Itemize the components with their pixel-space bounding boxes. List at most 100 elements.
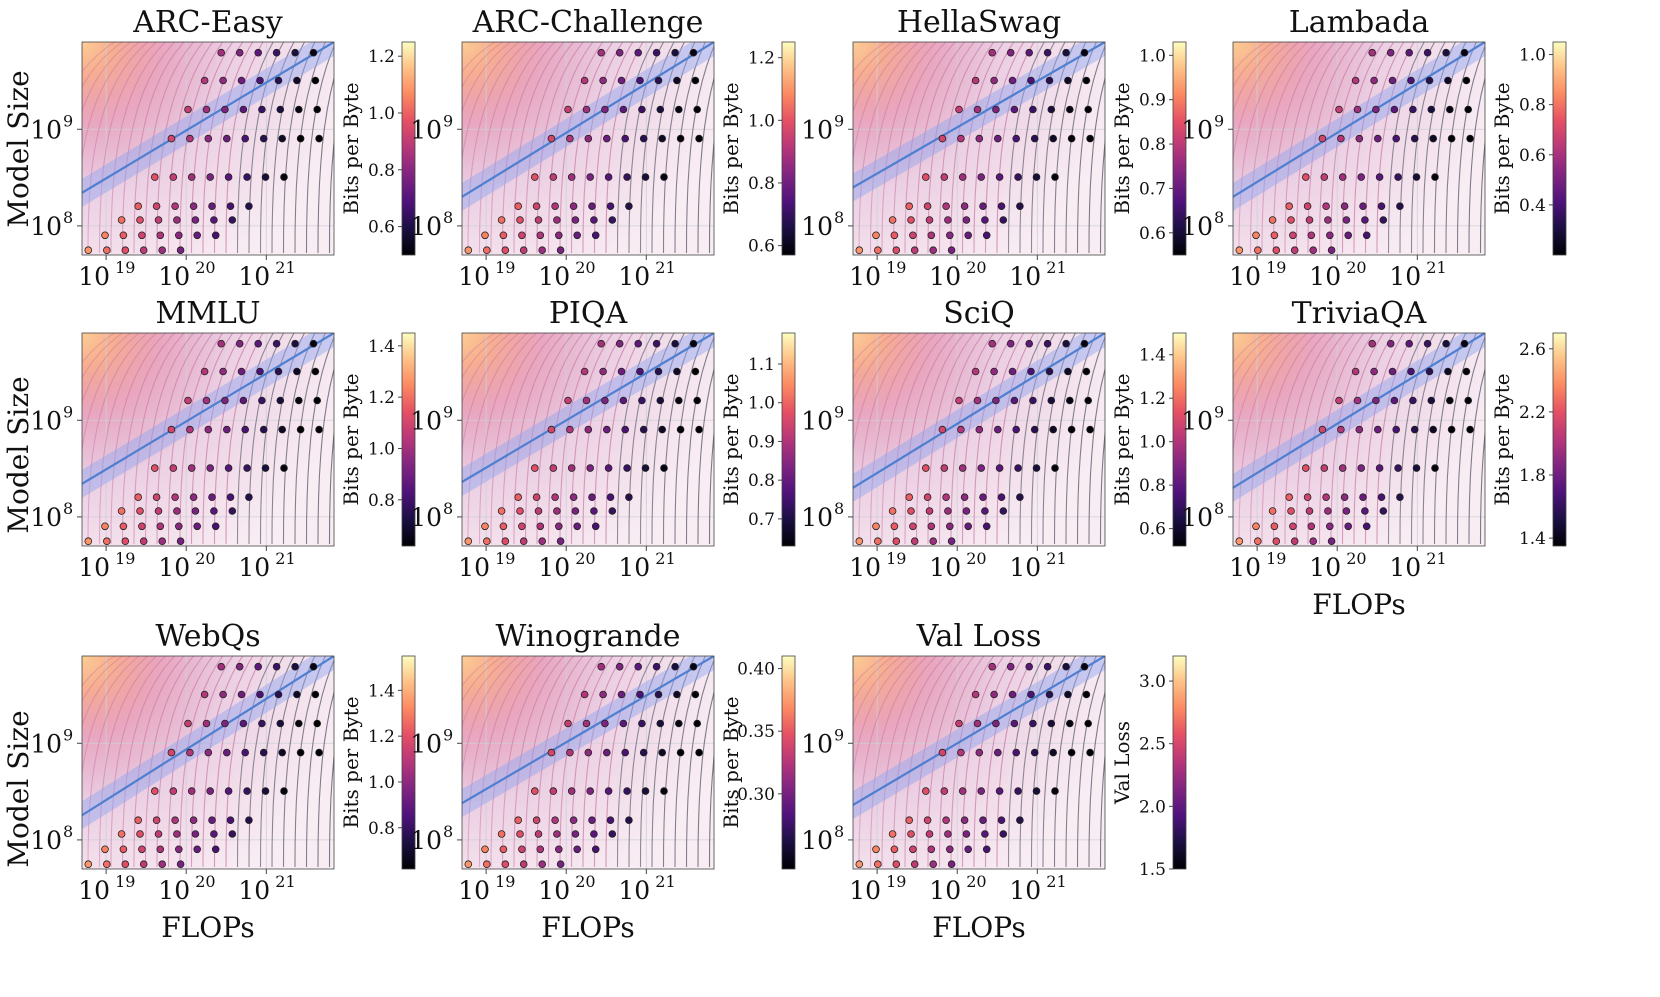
run-point bbox=[580, 690, 589, 699]
run-point bbox=[464, 246, 473, 255]
run-point bbox=[532, 202, 541, 211]
run-point bbox=[1303, 202, 1312, 211]
x-tick-label: 10 bbox=[1009, 876, 1041, 905]
run-point bbox=[1235, 537, 1244, 545]
run-point bbox=[580, 76, 589, 85]
run-point bbox=[608, 830, 617, 838]
x-tick-exponent: 19 bbox=[886, 549, 906, 568]
run-point bbox=[958, 787, 967, 795]
run-point bbox=[621, 134, 629, 143]
run-point bbox=[927, 231, 936, 240]
contour-line bbox=[248, 333, 285, 545]
run-point bbox=[1379, 507, 1388, 515]
contour-line bbox=[1261, 42, 1318, 254]
run-point bbox=[167, 425, 176, 434]
contour-line bbox=[282, 656, 316, 868]
contour-line bbox=[1053, 333, 1087, 545]
contour-line bbox=[271, 656, 306, 868]
run-point bbox=[569, 493, 578, 502]
run-point bbox=[154, 830, 163, 838]
run-point bbox=[556, 246, 565, 255]
run-point bbox=[1338, 464, 1347, 472]
fit-confidence-band bbox=[82, 42, 334, 207]
colorbar-tick: 1.4 bbox=[368, 337, 395, 357]
run-point bbox=[219, 76, 227, 85]
fit-line bbox=[853, 656, 1105, 806]
plot-area bbox=[82, 656, 334, 869]
panel-title: PIQA bbox=[549, 296, 628, 331]
x-tick-label: 10 bbox=[1009, 262, 1041, 291]
run-point bbox=[228, 507, 237, 515]
run-point bbox=[514, 493, 522, 502]
run-point bbox=[1379, 216, 1388, 224]
colorbar-label: Val Loss bbox=[1110, 721, 1134, 805]
run-point bbox=[641, 173, 650, 181]
contour-lines bbox=[82, 656, 334, 868]
contour-line bbox=[271, 42, 306, 254]
run-point bbox=[119, 231, 128, 240]
training-runs bbox=[84, 339, 323, 545]
y-tick-label: 10 bbox=[1181, 115, 1213, 144]
run-point bbox=[1066, 719, 1074, 728]
contour-line bbox=[490, 333, 547, 545]
contour-line bbox=[133, 42, 185, 254]
run-point bbox=[873, 246, 882, 255]
contour-line bbox=[467, 656, 529, 868]
run-point bbox=[536, 522, 545, 531]
ylabel-row-2: Model Size bbox=[2, 376, 35, 533]
contour-line bbox=[853, 42, 911, 163]
run-point bbox=[1032, 173, 1041, 181]
run-point bbox=[569, 202, 578, 211]
run-point bbox=[567, 464, 576, 472]
run-point bbox=[1370, 367, 1378, 376]
run-point bbox=[958, 173, 967, 181]
colorbar-tick: 1.2 bbox=[368, 388, 395, 408]
run-point bbox=[536, 231, 545, 240]
run-point bbox=[1084, 105, 1092, 114]
run-point bbox=[1032, 464, 1041, 472]
run-point bbox=[202, 719, 211, 728]
run-point bbox=[997, 816, 1006, 824]
run-point bbox=[599, 367, 607, 376]
run-point bbox=[623, 173, 631, 181]
y-tick-label: 10 bbox=[410, 212, 442, 241]
y-tick-label: 10 bbox=[30, 503, 62, 532]
run-point bbox=[101, 845, 109, 854]
run-point bbox=[84, 860, 93, 868]
run-point bbox=[1322, 493, 1330, 502]
run-point bbox=[501, 860, 510, 868]
colorbar-tick: 1.0 bbox=[368, 104, 395, 124]
run-point bbox=[995, 787, 1004, 795]
colorbar-tick: 1.0 bbox=[368, 439, 395, 459]
run-point bbox=[1368, 48, 1376, 57]
colorbar-tick: 1.0 bbox=[368, 773, 395, 793]
run-point bbox=[988, 339, 996, 348]
run-point bbox=[171, 493, 179, 502]
run-point bbox=[549, 787, 558, 795]
contour-line bbox=[685, 336, 714, 545]
run-point bbox=[224, 173, 233, 181]
run-point bbox=[224, 464, 233, 472]
run-point bbox=[1407, 76, 1415, 85]
colorbar-label: Bits per Byte bbox=[339, 82, 363, 214]
run-point bbox=[957, 425, 965, 434]
run-point bbox=[158, 860, 167, 868]
run-point bbox=[497, 830, 506, 838]
run-point bbox=[995, 173, 1004, 181]
run-point bbox=[296, 748, 305, 757]
run-point bbox=[1014, 173, 1022, 181]
colorbar-tick: 2.2 bbox=[1519, 403, 1546, 423]
contour-line bbox=[1272, 42, 1327, 254]
x-tick-exponent: 20 bbox=[966, 549, 986, 568]
contour-line bbox=[248, 656, 285, 868]
colorbar-label: Bits per Byte bbox=[1490, 82, 1514, 214]
run-point bbox=[601, 396, 609, 405]
run-point bbox=[695, 748, 703, 757]
contour-line bbox=[259, 42, 295, 254]
panel-title: TriviaQA bbox=[1292, 296, 1427, 331]
run-point bbox=[311, 367, 320, 376]
run-point bbox=[872, 522, 880, 531]
run-point bbox=[564, 719, 572, 728]
run-point bbox=[638, 396, 646, 405]
